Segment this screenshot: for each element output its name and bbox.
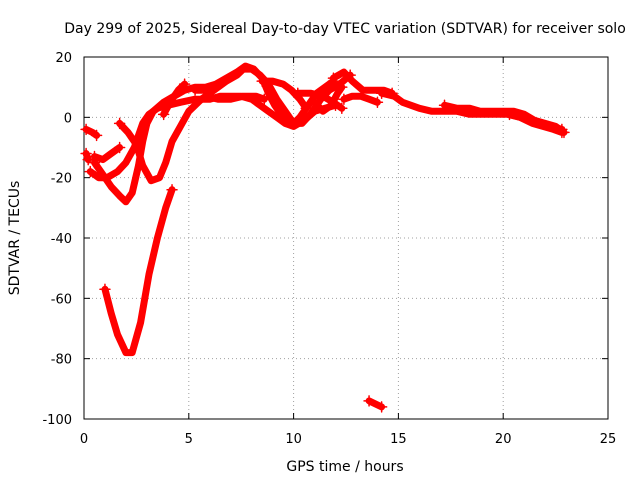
series-track-d [91, 144, 124, 164]
data-point-marker [438, 99, 451, 112]
series-track-i [258, 77, 310, 112]
data-point-marker [256, 75, 268, 87]
data-point-marker [375, 401, 388, 413]
data-point-marker [113, 117, 126, 130]
axis-ticks [83, 56, 609, 420]
data-point-marker [80, 147, 92, 160]
y-tick-label: 20 [55, 51, 72, 66]
y-tick-label: -100 [42, 413, 72, 428]
data-point-marker [503, 108, 516, 121]
data-point-marker [327, 72, 340, 84]
data-point-marker [371, 96, 384, 108]
data-point-marker [292, 87, 304, 99]
data-point-marker [338, 93, 350, 105]
x-tick-label: 25 [600, 432, 617, 447]
data-point-marker [166, 183, 178, 196]
data-point-marker [300, 102, 312, 115]
data-series [80, 62, 570, 413]
y-tick-labels: -100 -80 -60 -40 -20 0 20 [42, 51, 72, 428]
data-point-marker [258, 93, 271, 105]
data-point-marker [80, 123, 92, 136]
data-point-marker [178, 78, 191, 90]
y-tick-label: 0 [64, 111, 72, 126]
series-track-a [101, 186, 176, 357]
series-track-q [82, 125, 101, 139]
series-track-m [340, 92, 381, 106]
data-point-marker [82, 153, 94, 166]
y-axis-label: SDTVAR / TECUs [7, 181, 23, 296]
series-track-s [365, 397, 386, 411]
data-point-marker [88, 156, 101, 169]
data-point-marker [199, 90, 212, 102]
series-track-k [311, 83, 346, 115]
series-track-f [160, 80, 189, 118]
data-point-marker [157, 108, 170, 121]
chart-title: Day 299 of 2025, Sidereal Day-to-day VTE… [64, 21, 626, 37]
x-tick-label: 5 [185, 432, 193, 447]
series-track-e [91, 62, 337, 206]
y-tick-label: -40 [51, 232, 72, 247]
data-point-marker [90, 129, 103, 142]
data-point-marker [113, 141, 126, 154]
x-tick-label: 0 [80, 432, 88, 447]
x-tick-label: 10 [285, 432, 302, 447]
x-tick-label: 15 [390, 432, 407, 447]
data-point-marker [363, 395, 375, 407]
y-tick-label: -20 [51, 172, 72, 187]
y-tick-label: -60 [51, 292, 72, 307]
x-axis-label: GPS time / hours [286, 459, 403, 475]
data-point-marker [99, 283, 111, 296]
data-point-marker [189, 84, 201, 96]
x-tick-label: 20 [495, 432, 512, 447]
series-track-j [294, 89, 346, 112]
data-point-marker [336, 81, 348, 93]
data-point-marker [208, 81, 220, 93]
data-point-marker [308, 96, 321, 108]
data-point-marker [336, 102, 348, 115]
x-tick-labels: 0 5 10 15 20 25 [80, 432, 616, 447]
data-point-marker [556, 123, 568, 136]
data-point-marker [84, 165, 97, 178]
y-tick-label: -80 [51, 353, 72, 368]
series-track-h [202, 92, 268, 103]
series-track-p [506, 110, 566, 133]
data-point-marker [375, 87, 388, 99]
